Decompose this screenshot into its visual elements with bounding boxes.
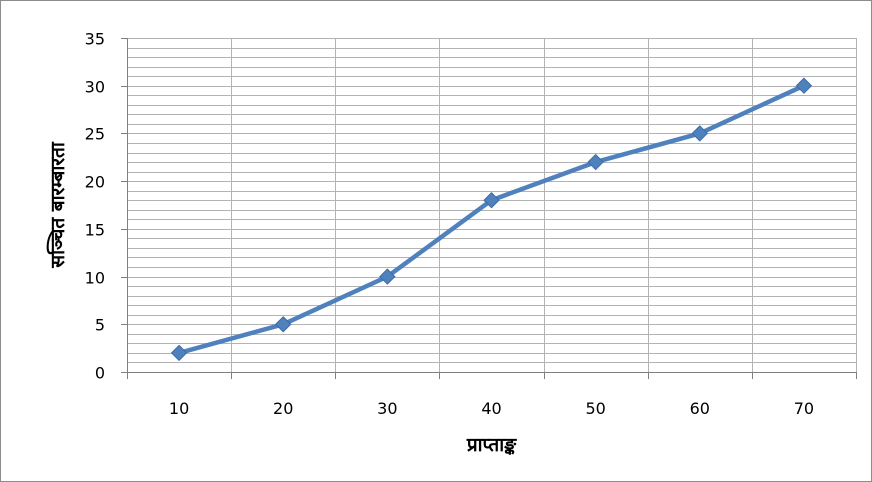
y-tick-label: 0 [95,364,105,383]
x-tick-label: 50 [585,399,605,418]
x-tick-label: 70 [794,399,814,418]
y-tick-label: 20 [85,173,105,192]
y-tick-label: 25 [85,125,105,144]
x-tick-label: 40 [481,399,501,418]
y-axis-title: सञ्चित बारम्बारता [46,141,69,269]
y-tick-label: 30 [85,78,105,97]
y-tick-label: 10 [85,269,105,288]
y-tick-label: 35 [85,30,105,49]
x-tick-label: 30 [377,399,397,418]
data-point-marker [483,192,500,209]
data-point-marker [795,77,813,94]
x-tick-labels: 10 20 30 40 50 60 70 [169,399,814,418]
x-tick-label: 10 [169,399,189,418]
data-point-marker [691,125,708,142]
data-point-marker [587,153,604,171]
data-series [170,77,813,362]
gridlines [127,38,857,372]
axes [121,38,857,379]
x-tick-label: 60 [690,399,710,418]
y-tick-labels: 0 5 10 15 20 25 30 35 [85,30,105,383]
data-point-marker [170,344,188,362]
data-point-marker [275,316,292,333]
y-tick-label: 15 [85,221,105,240]
y-tick-label: 5 [95,316,105,335]
x-axis-title: प्राप्ताङ्क [466,434,517,456]
data-point-marker [379,268,396,285]
x-tick-label: 20 [273,399,293,418]
